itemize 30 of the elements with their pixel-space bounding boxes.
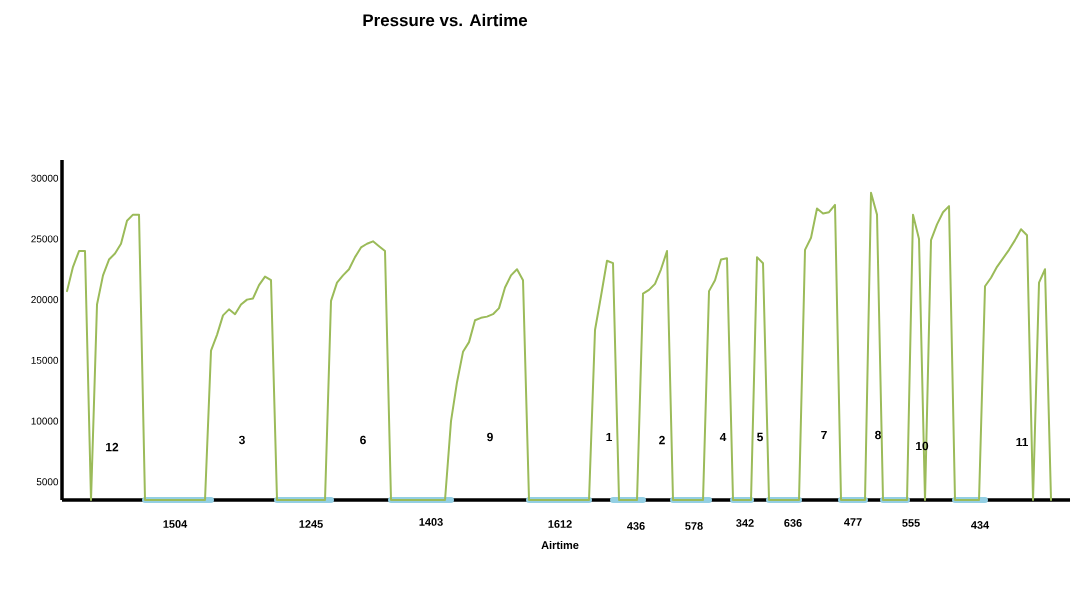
annotation: 11 bbox=[1016, 437, 1028, 447]
annotation: 5 bbox=[757, 432, 763, 442]
text: 342 bbox=[736, 519, 754, 527]
annotation: 4 bbox=[719, 432, 727, 442]
text: 1245 bbox=[299, 520, 323, 528]
y-tick-label: 5000 bbox=[36, 478, 59, 486]
annotation: 1 bbox=[606, 432, 612, 442]
text: 1403 bbox=[419, 518, 443, 526]
annotation: 9 bbox=[487, 432, 493, 442]
annotation: 7 bbox=[821, 430, 827, 440]
text: 1612 bbox=[548, 520, 572, 528]
text: 1504 bbox=[163, 520, 188, 528]
y-tick-label: 10000 bbox=[31, 417, 59, 425]
annotation: 6 bbox=[360, 435, 366, 445]
chart-title: Pressure vs. Airtime bbox=[363, 13, 528, 27]
annotation: 3 bbox=[238, 435, 245, 445]
annotation: 2 bbox=[659, 435, 665, 445]
text: 434 bbox=[971, 521, 990, 529]
text: 477 bbox=[844, 518, 862, 526]
annotation: 12 bbox=[106, 442, 119, 452]
text: 436 bbox=[627, 522, 645, 530]
y-tick-label: 30000 bbox=[31, 174, 59, 182]
text: 578 bbox=[685, 522, 703, 530]
y-tick-label: 15000 bbox=[31, 356, 59, 364]
x-axis-title: Airtime bbox=[541, 540, 579, 550]
text: 555 bbox=[902, 519, 920, 527]
y-tick-label: 20000 bbox=[31, 296, 59, 304]
annotation: 8 bbox=[875, 430, 881, 440]
y-tick-label: 25000 bbox=[31, 235, 59, 243]
text: 636 bbox=[784, 519, 802, 527]
